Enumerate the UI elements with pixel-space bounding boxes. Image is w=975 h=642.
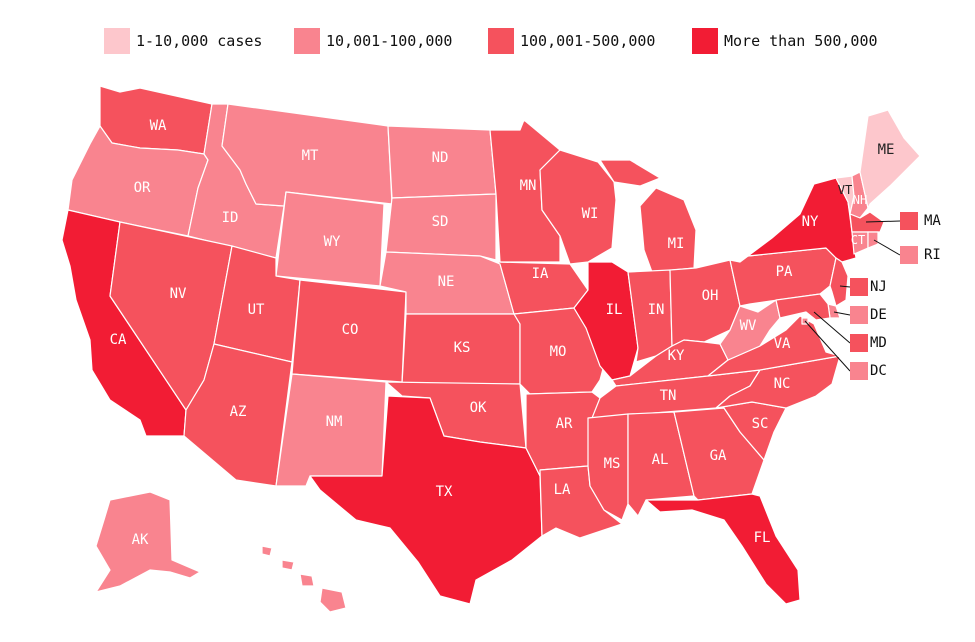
state-az xyxy=(183,343,293,487)
state-label-nm: NM xyxy=(326,414,343,430)
state-label-wv: WV xyxy=(740,318,757,334)
state-label-va: VA xyxy=(774,336,791,352)
callout-swatch-nj xyxy=(850,278,868,296)
callout-line-md xyxy=(813,311,851,344)
state-label-nj: NJ xyxy=(870,279,887,295)
state-label-az: AZ xyxy=(230,404,247,420)
state-label-de: DE xyxy=(870,307,887,323)
state-label-wi: WI xyxy=(582,206,599,222)
legend-item-2: 10,001-100,000 xyxy=(294,26,452,56)
callout-swatch-de xyxy=(850,306,868,324)
state-label-pa: PA xyxy=(776,264,793,280)
state-label-or: OR xyxy=(134,180,151,196)
state-label-co: CO xyxy=(342,322,359,338)
state-nj xyxy=(829,257,849,307)
state-me xyxy=(859,109,921,209)
state-label-ar: AR xyxy=(556,416,573,432)
state-mi xyxy=(599,159,697,273)
labels-layer: WA OR CA ID NV MT WY UT AZ CO NM ND SD NE KS OK TX MN IA MO… xyxy=(110,118,895,548)
state-label-in: IN xyxy=(648,302,665,318)
state-label-sc: SC xyxy=(752,416,769,432)
callout-line-ma xyxy=(865,220,901,223)
callout-swatch-dc xyxy=(850,362,868,380)
callouts-layer: MA RI NJ DE MD DC xyxy=(804,212,941,380)
state-label-ga: GA xyxy=(710,448,727,464)
state-nm xyxy=(275,373,387,487)
callout-swatch-ma xyxy=(900,212,918,230)
state-label-vt: VT xyxy=(838,183,852,197)
state-label-il: IL xyxy=(606,302,623,318)
state-label-wa: WA xyxy=(150,118,167,134)
state-label-ut: UT xyxy=(248,302,265,318)
state-label-al: AL xyxy=(652,452,669,468)
callout-line-de xyxy=(833,311,851,316)
state-label-ri: RI xyxy=(924,247,941,263)
state-label-md: MD xyxy=(870,335,887,351)
state-label-mi: MI xyxy=(668,236,685,252)
state-label-ct: CT xyxy=(851,233,865,247)
state-label-ks: KS xyxy=(454,340,471,356)
callout-swatch-ri xyxy=(900,246,918,264)
state-label-oh: OH xyxy=(702,288,719,304)
state-label-ne: NE xyxy=(438,274,455,290)
legend-swatch-2 xyxy=(294,28,320,54)
legend-swatch-3 xyxy=(488,28,514,54)
legend-label-1: 1-10,000 cases xyxy=(136,32,263,50)
state-label-ma: MA xyxy=(924,213,941,229)
legend-label-4: More than 500,000 xyxy=(724,32,878,50)
state-fl xyxy=(645,493,801,605)
state-label-la: LA xyxy=(554,482,571,498)
state-nc xyxy=(715,355,841,409)
state-label-ak: AK xyxy=(132,532,149,548)
map-legend: 1-10,000 cases 10,001-100,000 100,001-50… xyxy=(0,26,975,56)
state-hi xyxy=(261,545,347,613)
state-label-dc: DC xyxy=(870,363,887,379)
state-label-ca: CA xyxy=(110,332,127,348)
state-label-ia: IA xyxy=(532,266,549,282)
state-label-mo: MO xyxy=(550,344,567,360)
legend-swatch-1 xyxy=(104,28,130,54)
state-label-me: ME xyxy=(878,142,895,158)
legend-label-3: 100,001-500,000 xyxy=(520,32,656,50)
callout-swatch-md xyxy=(850,334,868,352)
state-ri xyxy=(867,231,879,249)
state-label-mn: MN xyxy=(520,178,537,194)
state-label-wy: WY xyxy=(324,234,341,250)
callout-line-dc xyxy=(804,320,851,372)
callout-line-nj xyxy=(839,285,851,288)
state-label-nv: NV xyxy=(170,286,187,302)
state-label-ok: OK xyxy=(470,400,487,416)
state-label-id: ID xyxy=(222,210,239,226)
callout-line-ri xyxy=(873,239,901,256)
legend-label-2: 10,001-100,000 xyxy=(326,32,453,50)
state-label-tn: TN xyxy=(660,388,677,404)
state-label-mt: MT xyxy=(302,148,319,164)
legend-item-1: 1-10,000 cases xyxy=(104,26,262,56)
state-tx xyxy=(309,395,543,605)
state-wv xyxy=(719,299,781,361)
state-sd xyxy=(385,193,497,261)
state-label-nh: NH xyxy=(853,193,867,207)
state-label-tx: TX xyxy=(436,484,453,500)
state-label-ny: NY xyxy=(802,214,819,230)
state-label-sd: SD xyxy=(432,214,449,230)
legend-item-4: More than 500,000 xyxy=(692,26,878,56)
states-layer xyxy=(61,85,921,613)
state-label-fl: FL xyxy=(754,530,771,546)
state-label-nc: NC xyxy=(774,376,791,392)
state-label-ky: KY xyxy=(668,348,685,364)
legend-swatch-4 xyxy=(692,28,718,54)
state-label-ms: MS xyxy=(604,456,621,472)
state-label-nd: ND xyxy=(432,150,449,166)
state-ak xyxy=(95,491,201,593)
legend-item-3: 100,001-500,000 xyxy=(488,26,655,56)
